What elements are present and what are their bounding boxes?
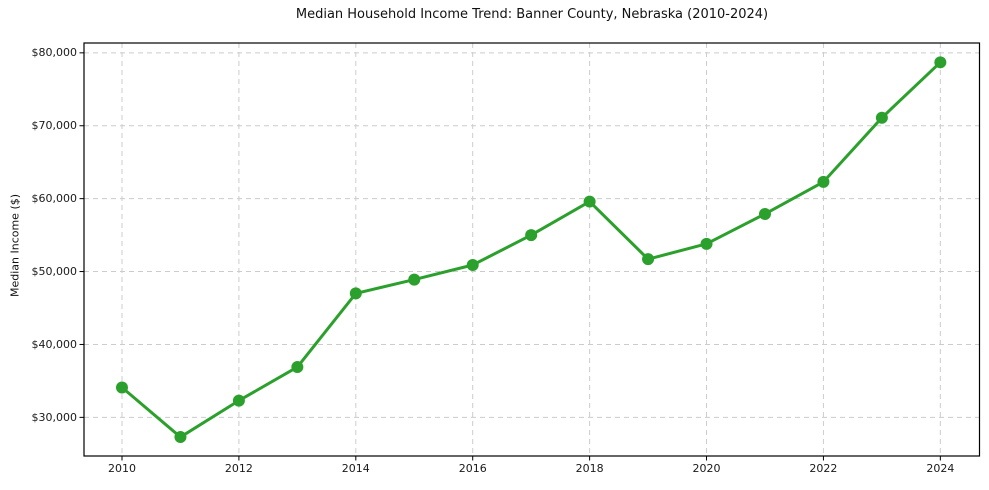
y-tick-label-30000: $30,000 [31,410,78,424]
y-tick-label-70000: $70,000 [31,119,78,133]
data-point-2011 [174,431,187,444]
plot-frame [83,42,981,457]
x-tick-label-2012: 2012 [224,462,253,475]
data-point-2015 [408,273,421,286]
income-trend-line [120,60,942,439]
data-point-2019 [642,253,655,266]
x-tick-label-2010: 2010 [107,462,136,475]
y-tick-label-50000: $50,000 [31,265,78,279]
y-tick-label-60000: $60,000 [31,192,78,206]
data-point-2014 [349,287,362,300]
chart-title: Median Household Income Trend: Banner Co… [295,7,769,22]
x-tick-label-2022: 2022 [809,462,838,475]
data-point-2016 [466,258,479,271]
data-point-2010 [115,381,128,394]
data-point-2024 [934,56,947,69]
x-tick-label-2014: 2014 [341,462,370,475]
data-point-2013 [291,361,304,374]
data-point-2012 [232,394,245,407]
y-tick-label-40000: $40,000 [31,337,78,351]
data-point-2021 [758,207,771,220]
data-point-2018 [583,195,596,208]
data-point-2020 [700,237,713,250]
data-point-2017 [525,229,538,242]
x-tick-label-2016: 2016 [458,462,487,475]
x-tick-label-2024: 2024 [926,462,955,475]
x-tick-label-2018: 2018 [575,462,604,475]
data-point-2022 [817,175,830,188]
data-point-2023 [875,111,888,124]
x-tick-label-2020: 2020 [692,462,721,475]
y-tick-label-80000: $80,000 [31,46,78,60]
